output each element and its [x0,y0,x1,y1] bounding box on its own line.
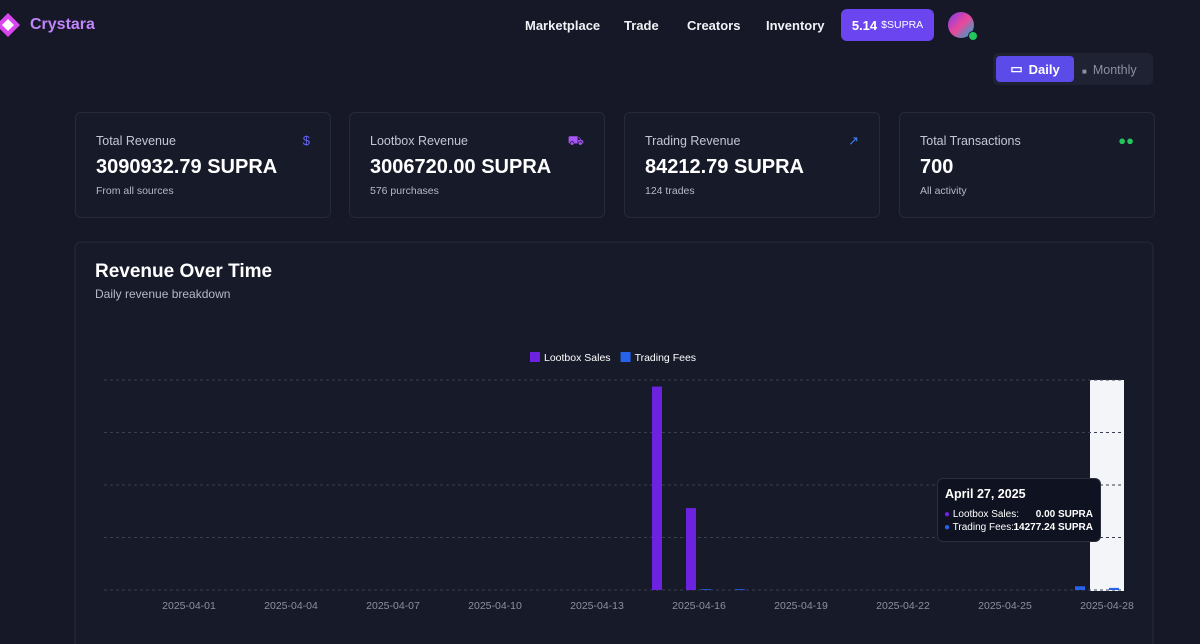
nav-link[interactable]: Inventory [766,18,825,33]
legend-label: Lootbox Sales [544,352,611,364]
card-sub: From all sources [96,185,174,197]
tooltip-label: Trading Fees: [952,522,1014,533]
x-tick-label: 2025-04-22 [876,600,930,612]
stat-card: Total Transactions ●● 700 All activity [899,112,1155,218]
chart-panel [74,241,1154,644]
nav-link[interactable]: Creators [687,18,741,33]
x-tick-label: 2025-04-13 [570,600,624,612]
tooltip-value: 0.00 SUPRA [1035,509,1093,520]
balance-amount: 5.14 [851,17,878,33]
bar [1109,587,1119,590]
toggle-daily[interactable]: ▭ Daily [996,56,1074,82]
stat-card: Total Revenue $3090932.79 SUPRA From all s… [75,112,331,218]
legend-swatch [530,352,540,362]
bar [652,386,662,590]
card-value: 3090932.79 SUPRA [96,156,278,178]
stat-card: Lootbox Revenue ⛟ 3006720.00 SUPRA 576 purc… [349,112,605,218]
x-tick-label: 2025-04-25 [978,600,1032,612]
tooltip-label: Lootbox Sales: [952,509,1019,520]
card-label: Total Transactions [920,134,1021,148]
calendar-icon: ▭ [1010,61,1023,76]
toggle-daily-label: Daily [1028,61,1060,77]
x-tick-label: 2025-04-28 [1080,600,1134,612]
bar [735,589,745,590]
bar [686,508,696,590]
tooltip-dot: ● [944,509,951,520]
bar [1075,586,1085,590]
nav-link[interactable]: Trade [624,18,659,33]
card-label: Lootbox Revenue [370,134,468,148]
card-icon: ●● [1118,133,1134,148]
card-sub: 576 purchases [370,185,439,197]
status-dot [968,31,978,41]
toggle-monthly[interactable]: ■ Monthly [1082,63,1137,77]
chart-subtitle: Daily revenue breakdown [95,287,230,301]
balance-unit: $SUPRA [881,19,924,31]
legend-swatch [620,352,631,362]
brand[interactable]: Crystara [30,16,95,33]
tooltip-row: ● Trading Fees: [944,522,1014,533]
card-value: 700 [920,156,954,178]
card-sub: 124 trades [645,185,695,197]
x-tick-label: 2025-04-04 [264,600,318,612]
legend-label: Trading Fees [635,352,696,364]
tooltip-row: ● Lootbox Sales: [944,509,1019,520]
tooltip-dot: ● [944,522,951,533]
card-label: Trading Revenue [645,134,741,148]
logo-icon [0,13,20,37]
monthly-icon: ■ [1082,67,1087,76]
card-value: 84212.79 SUPRA [645,156,804,178]
card-sub: All activity [920,185,967,197]
bar [701,589,711,590]
x-tick-label: 2025-04-01 [162,600,216,612]
card-label: Total Revenue [96,134,176,148]
x-tick-label: 2025-04-19 [774,600,828,612]
card-value: 3006720.00 SUPRA [370,156,552,178]
stat-card: Trading Revenue ↗ 84212.79 SUPRA 124 trades [624,112,880,218]
x-tick-label: 2025-04-16 [672,600,726,612]
card-icon: $ [302,133,310,148]
tooltip: April 27, 2025 ● Lootbox Sales: 0.00 SUP… [937,478,1101,542]
toggle-monthly-label: Monthly [1092,63,1137,77]
tooltip-title: April 27, 2025 [945,487,1026,501]
chart-title: Revenue Over Time [95,261,272,282]
card-icon: ⛟ [567,133,584,148]
nav-link[interactable]: Marketplace [525,18,601,33]
logo-svg [0,13,20,37]
x-tick-label: 2025-04-07 [366,600,420,612]
card-icon: ↗ [848,133,859,148]
tooltip-value: 14277.24 SUPRA [1013,522,1094,533]
balance-button[interactable]: 5.14 $SUPRA [841,9,934,41]
x-tick-label: 2025-04-10 [468,600,522,612]
